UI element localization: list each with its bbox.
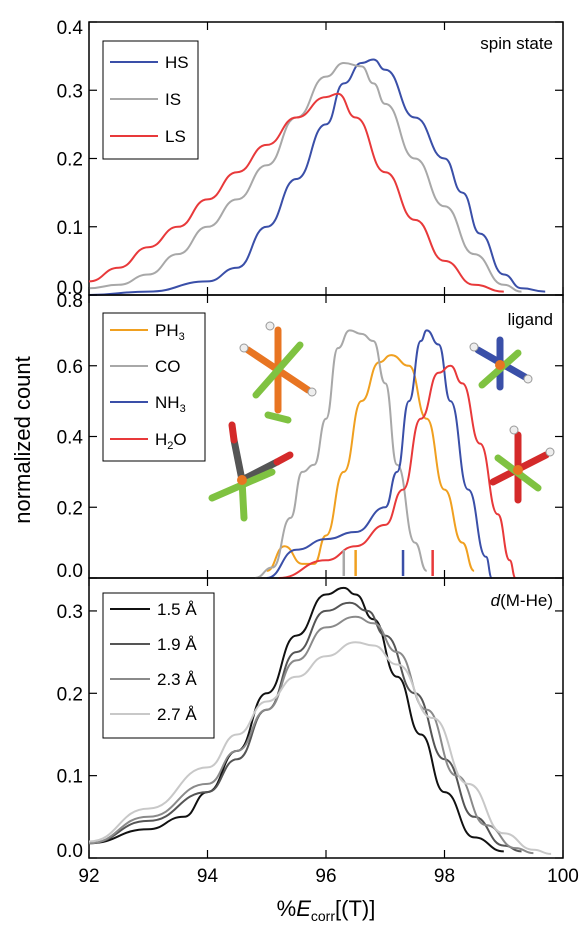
ligand-curves	[254, 329, 517, 579]
y-tick-label: 0.1	[57, 767, 83, 788]
y-tick-label: 0.2	[57, 684, 83, 705]
legend-label-1-5: 1.5 Å	[157, 600, 197, 619]
legend-label-is: IS	[165, 90, 181, 109]
series-line-2-3	[88, 641, 552, 855]
spin-state-panel: 0.0 0.1 0.2 0.3 0.4 HS IS LS spin state	[57, 18, 564, 299]
ligand-panel-label: ligand	[508, 310, 553, 329]
series-line-1-2	[266, 329, 493, 579]
series-line-2-1	[88, 601, 522, 853]
legend-label-ls: LS	[165, 127, 186, 146]
nh3-complex-icon	[469, 336, 533, 391]
legend-label-nh3: NH3	[155, 393, 186, 415]
legend-label-hs: HS	[165, 53, 189, 72]
legend-label-ph3: PH3	[155, 321, 185, 343]
spin-state-legend: HS IS LS	[102, 40, 199, 160]
x-tick-label: 94	[197, 866, 219, 887]
series-line-0-2	[88, 92, 504, 293]
ligand-legend: PH3 CO NH3 H2O	[102, 312, 206, 462]
series-line-1-1	[254, 329, 428, 579]
distance-y-ticks: 0.0 0.1 0.2 0.3	[57, 602, 563, 862]
ligand-tick-marks	[342, 550, 434, 576]
y-tick-label: 0.0	[57, 561, 83, 582]
y-tick-label: 0.0	[57, 841, 83, 862]
x-tick-label: 100	[547, 866, 579, 887]
co-complex-icon	[208, 421, 294, 522]
distance-panel: 0.0 0.1 0.2 0.3 92 94 96 98 100 1.5 Å 1.9 Å 2.3…	[57, 577, 579, 887]
spin-state-y-ticks: 0.0 0.1 0.2 0.3 0.4	[57, 18, 564, 299]
y-tick-label: 0.1	[57, 218, 83, 239]
series-line-1-3	[278, 364, 517, 579]
x-ticks: 92 94 96 98 100	[78, 578, 579, 887]
y-tick-label: 0.8	[57, 291, 83, 312]
h2o-complex-icon	[489, 425, 555, 504]
legend-label-2-3: 2.3 Å	[157, 670, 197, 689]
y-tick-label: 0.2	[57, 498, 83, 519]
spin-state-curves	[88, 58, 546, 296]
legend-label-h2o: H2O	[155, 430, 187, 452]
legend-label-2-7: 2.7 Å	[157, 705, 197, 724]
x-tick-label: 98	[434, 866, 455, 887]
y-tick-label: 0.3	[57, 81, 83, 102]
legend-box	[102, 312, 206, 462]
y-tick-label: 0.6	[57, 357, 83, 378]
y-tick-label: 0.3	[57, 602, 83, 623]
y-tick-label: 0.4	[57, 428, 84, 449]
y-tick-label: 0.0	[57, 278, 83, 299]
x-axis-title: %Ecorr[(T)]	[277, 896, 376, 924]
y-tick-label: 0.4	[57, 18, 84, 39]
distance-panel-label: d(M-He)	[491, 591, 553, 610]
legend-label-1-9: 1.9 Å	[157, 635, 197, 654]
series-line-0-1	[88, 61, 522, 293]
series-line-2-0	[88, 586, 504, 853]
ligand-panel: 0.0 0.2 0.4 0.6 0.8 PH3 CO NH3 H2O ligand	[57, 291, 564, 582]
series-line-2-2	[88, 615, 534, 855]
distance-curves	[88, 586, 552, 855]
legend-label-co: CO	[155, 357, 181, 376]
ligand-y-ticks: 0.0 0.2 0.4 0.6 0.8	[57, 291, 564, 582]
spin-state-panel-label: spin state	[480, 34, 553, 53]
x-tick-label: 96	[315, 866, 336, 887]
ph3-complex-icon	[239, 321, 317, 424]
y-axis-title: normalized count	[10, 356, 35, 524]
distance-legend: 1.5 Å 1.9 Å 2.3 Å 2.7 Å	[102, 592, 215, 739]
y-tick-label: 0.2	[57, 150, 83, 171]
series-line-0-0	[88, 58, 546, 296]
x-tick-label: 92	[78, 866, 99, 887]
series-line-1-0	[266, 354, 475, 572]
